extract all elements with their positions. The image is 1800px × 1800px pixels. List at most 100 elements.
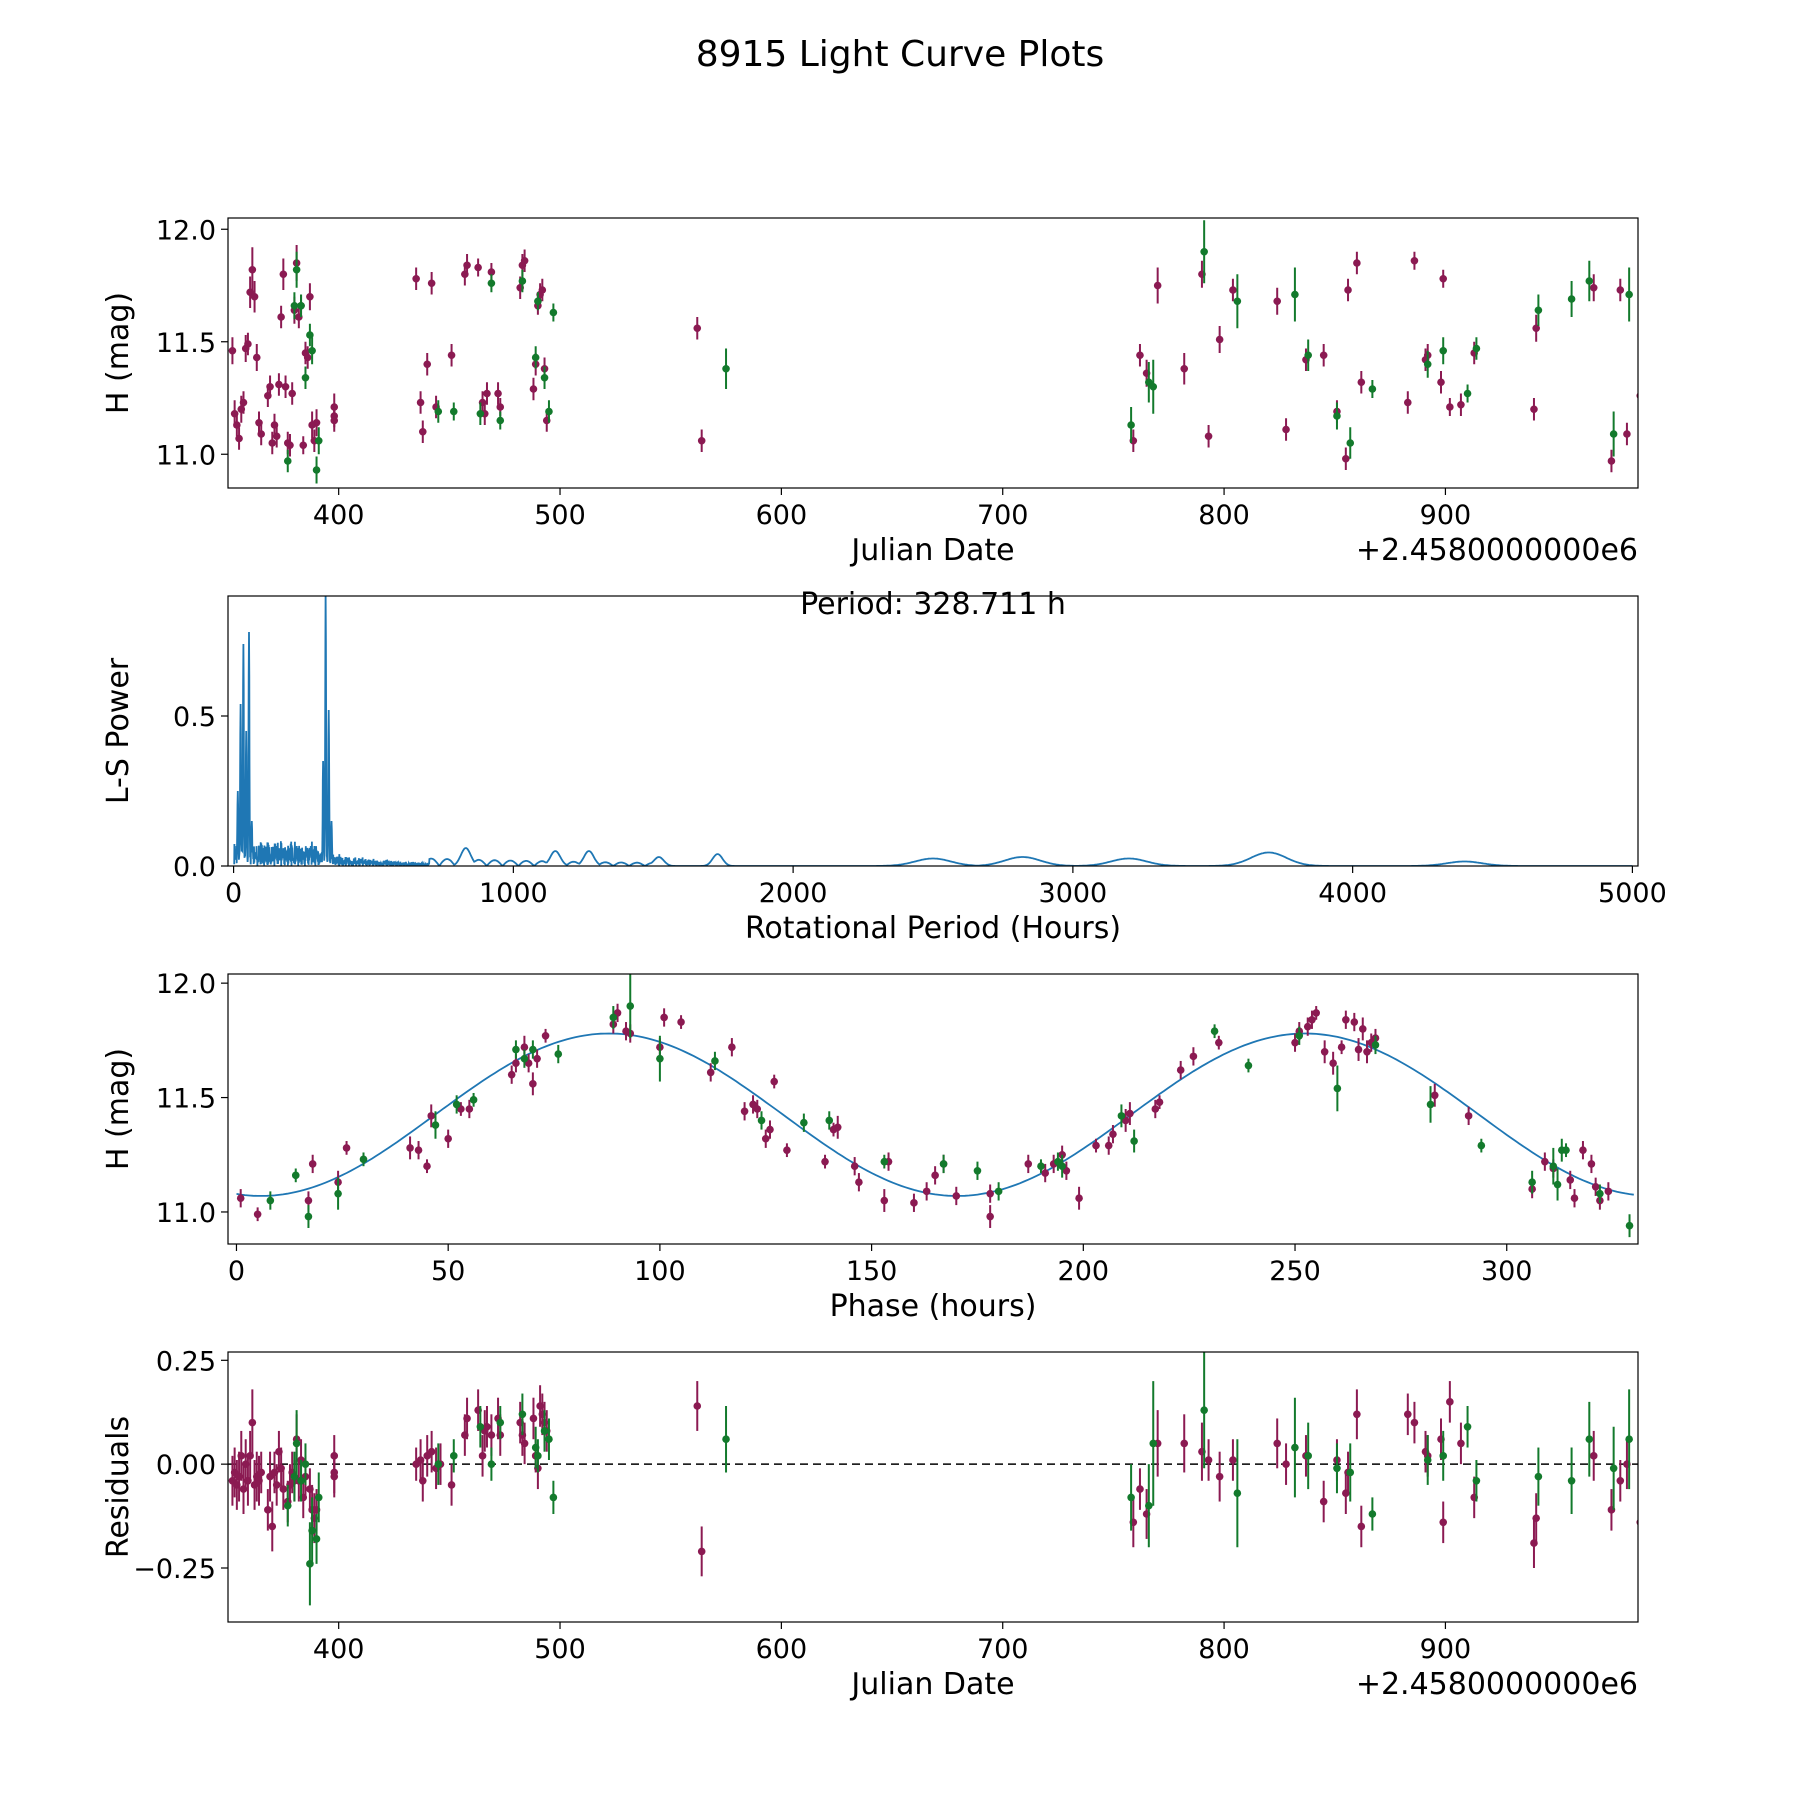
data-point — [1423, 360, 1432, 369]
x-tick-label: 900 — [1420, 500, 1472, 531]
data-point — [483, 1422, 491, 1431]
data-point — [290, 301, 299, 310]
data-point — [1229, 286, 1237, 294]
data-point — [922, 1187, 931, 1196]
data-point — [272, 432, 281, 441]
data-point — [487, 1431, 496, 1439]
y-tick-label: 11.5 — [156, 328, 216, 359]
data-point — [248, 1418, 257, 1427]
data-point — [1104, 1141, 1113, 1150]
data-point — [1109, 1130, 1117, 1138]
data-point — [228, 346, 237, 355]
data-point — [1472, 344, 1481, 353]
data-point — [880, 1196, 889, 1205]
data-point — [1625, 290, 1633, 299]
data-point — [850, 1162, 859, 1171]
data-point — [1127, 1493, 1135, 1502]
data-point — [1344, 286, 1352, 294]
data-point — [1562, 1146, 1570, 1154]
data-point — [1585, 277, 1594, 285]
data-point — [939, 1160, 948, 1168]
data-point — [330, 1472, 339, 1481]
data-point — [1092, 1141, 1100, 1150]
data-point — [1439, 274, 1448, 283]
series-band-1 — [228, 245, 1638, 473]
data-point — [1589, 1452, 1598, 1460]
data-point — [308, 346, 316, 355]
data-point — [529, 1045, 537, 1054]
data-point — [487, 268, 496, 276]
y-tick-label: 12.0 — [156, 969, 216, 1000]
series-band-2 — [283, 1352, 1633, 1606]
panel-residuals: 400 500 600 700 800 900 −0.25 0.00 0.25 Julian Da… — [101, 1346, 1639, 1702]
lightcurve-ylabel: H (mag) — [101, 292, 136, 414]
data-point — [507, 1070, 516, 1079]
data-point — [414, 1146, 423, 1154]
panel-periodogram: Period: 328.711 h 0 1000 2000 3000 4000 5000 0.… — [101, 587, 1667, 946]
data-point — [531, 353, 540, 362]
data-point — [334, 1189, 342, 1198]
data-point — [693, 1402, 702, 1410]
data-point — [275, 380, 283, 389]
data-point — [427, 1447, 436, 1456]
y-tick-label: 11.0 — [156, 1198, 216, 1229]
phased-data — [236, 974, 1634, 1238]
data-point — [1616, 286, 1625, 294]
data-point — [314, 1493, 323, 1502]
data-point — [1463, 1422, 1472, 1431]
data-point — [656, 1054, 664, 1063]
data-point — [1333, 1464, 1341, 1473]
data-point — [1423, 1456, 1432, 1464]
data-point — [1410, 256, 1419, 265]
data-point — [1320, 1047, 1329, 1056]
data-point — [660, 1013, 668, 1022]
phased-frame — [227, 973, 1639, 1245]
data-point — [534, 1452, 542, 1460]
x-tick-label: 400 — [313, 1634, 365, 1665]
data-point — [406, 1144, 414, 1152]
data-point — [833, 1123, 842, 1132]
data-point — [1534, 306, 1543, 315]
data-point — [427, 1112, 436, 1120]
series-band-1 — [236, 1003, 1613, 1228]
data-point — [1616, 1476, 1625, 1485]
data-point — [312, 466, 321, 474]
data-point — [312, 1535, 321, 1543]
data-point — [418, 427, 427, 436]
data-point — [693, 324, 702, 333]
data-point — [291, 1171, 300, 1180]
data-point — [973, 1166, 982, 1175]
data-point — [1532, 324, 1540, 333]
data-point — [986, 1212, 994, 1221]
x-tick-label: 50 — [431, 1256, 465, 1287]
data-point — [1609, 1464, 1618, 1473]
data-point — [308, 1160, 317, 1168]
x-tick-label: 300 — [1481, 1256, 1533, 1287]
residuals-ylabel: Residuals — [101, 1416, 136, 1558]
data-point — [1472, 1476, 1481, 1485]
y-tick-label: 0.00 — [156, 1450, 216, 1481]
data-point — [740, 1107, 749, 1116]
data-point — [434, 1460, 443, 1468]
data-point — [427, 279, 436, 288]
data-point — [880, 1157, 889, 1166]
data-point — [1215, 1038, 1223, 1047]
data-point — [711, 1057, 719, 1065]
data-point — [1215, 335, 1224, 344]
data-point — [1350, 1018, 1359, 1026]
data-point — [534, 297, 542, 306]
data-point — [447, 351, 456, 360]
data-point — [825, 1116, 834, 1125]
y-tick-label: 12.0 — [156, 215, 216, 246]
data-point — [1342, 1015, 1350, 1024]
data-point — [494, 389, 502, 398]
data-point — [1075, 1194, 1083, 1203]
data-point — [706, 1068, 715, 1077]
data-point — [252, 353, 261, 362]
series-band-2 — [266, 974, 1634, 1238]
data-point — [236, 1194, 245, 1203]
data-point — [1282, 1460, 1290, 1468]
y-tick-label: −0.25 — [133, 1554, 216, 1585]
lightcurve-data — [228, 220, 1638, 484]
data-point — [447, 1481, 456, 1489]
